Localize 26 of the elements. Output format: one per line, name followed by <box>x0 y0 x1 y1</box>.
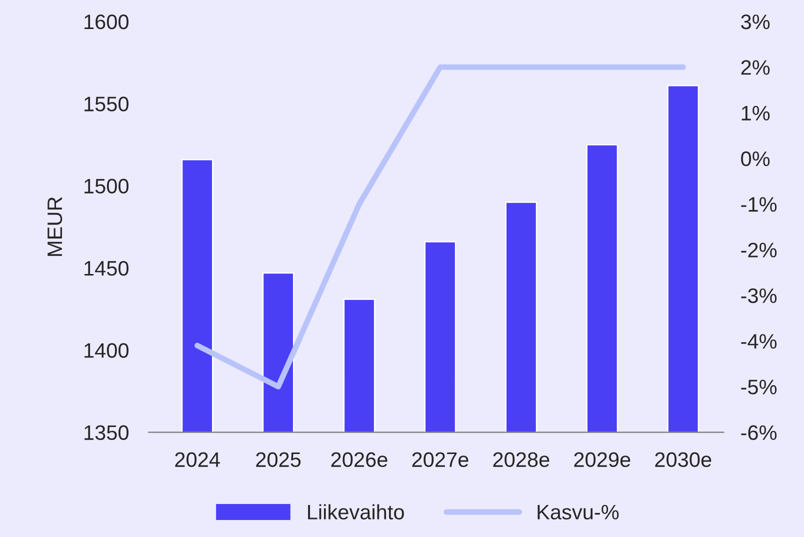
y2-tick-label: 3% <box>741 14 770 30</box>
y2-tick-label: -1% <box>741 197 777 212</box>
y2-tick-label: 0% <box>741 151 770 166</box>
y2-tick-label: -2% <box>741 242 777 258</box>
y-tick-label: 1500 <box>84 178 128 194</box>
x-tick-label: 2026e <box>331 452 388 468</box>
x-tick-label: 2029e <box>574 452 630 468</box>
x-tick-label: 2027e <box>412 452 468 468</box>
y-tick-label: 1600 <box>84 14 128 30</box>
y2-tick-label: 2% <box>741 60 770 75</box>
y-tick-label: 1400 <box>84 343 128 358</box>
x-tick-label: 2024 <box>175 452 220 468</box>
y2-tick-label: -6% <box>741 425 777 440</box>
y-tick-label: 1550 <box>84 96 128 112</box>
y-tick-label: 1450 <box>84 260 128 276</box>
y2-tick-label: -5% <box>741 380 777 394</box>
y2-tick-label: -4% <box>741 334 777 349</box>
y-axis-title: MEUR <box>48 197 62 256</box>
y-tick-label: 1350 <box>84 425 128 440</box>
x-tick-label: 2028e <box>493 452 550 468</box>
legend-label: Liikevaihto <box>308 504 404 520</box>
legend-label: Kasvu-% <box>538 504 619 520</box>
x-tick-label: 2025 <box>256 452 301 468</box>
x-tick-label: 2030e <box>655 452 712 468</box>
y2-tick-label: -3% <box>741 288 777 304</box>
y2-tick-label: 1% <box>742 106 770 120</box>
